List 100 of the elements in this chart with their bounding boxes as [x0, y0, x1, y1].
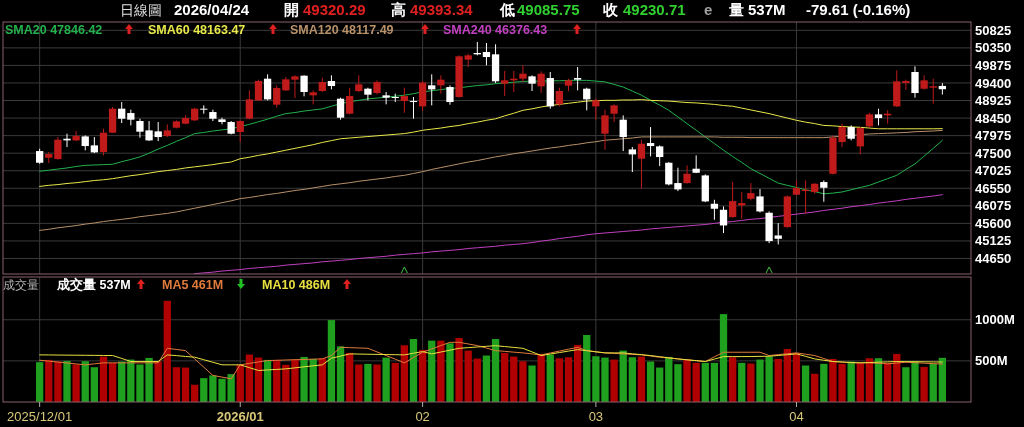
bar — [291, 359, 299, 402]
bar — [455, 338, 463, 402]
bar — [537, 353, 545, 402]
bar — [63, 360, 71, 402]
candlestick — [364, 87, 372, 101]
chart-title: 成交量 — [3, 278, 39, 292]
bar — [154, 361, 162, 402]
bar — [400, 345, 409, 402]
bar — [637, 356, 646, 402]
candlestick — [263, 73, 272, 101]
bar — [583, 334, 591, 402]
bar — [628, 357, 636, 402]
bar — [610, 359, 618, 402]
bar — [81, 361, 89, 402]
bar — [346, 352, 354, 402]
line-series — [39, 345, 943, 371]
candlestick — [400, 87, 409, 114]
text: 成交量 537M — [56, 277, 131, 292]
candlestick — [154, 121, 162, 142]
bar — [710, 362, 719, 402]
bar — [163, 300, 171, 402]
text: SMA20 47846.42 — [5, 23, 103, 37]
bar — [719, 314, 728, 402]
candlestick — [601, 109, 609, 151]
candlestick — [346, 87, 354, 115]
bar — [701, 362, 709, 402]
candlestick — [118, 101, 126, 124]
y-tick-label: 48450 — [975, 110, 1012, 126]
bar — [865, 358, 874, 402]
bar — [546, 354, 554, 402]
candlestick — [382, 91, 390, 105]
bar — [738, 362, 746, 402]
x-tick-label: 02 — [415, 409, 430, 424]
x-tick-label: 2025/12/01 — [7, 409, 73, 424]
bar — [327, 320, 336, 402]
candlestick — [501, 70, 509, 97]
bar — [336, 346, 345, 402]
text: -79.61 (-0.16%) — [806, 1, 911, 18]
y-tick-label: 50825 — [975, 22, 1012, 38]
candlestick — [646, 126, 655, 157]
bar — [792, 352, 801, 402]
bar — [811, 373, 819, 402]
candlestick — [674, 167, 682, 192]
text: 高 — [391, 1, 406, 18]
text: 49320.29 — [303, 1, 366, 18]
candlestick — [555, 87, 564, 107]
candlestick — [710, 199, 719, 221]
bar — [364, 363, 372, 402]
bar — [856, 363, 864, 402]
candlestick — [747, 182, 755, 201]
bar — [428, 340, 436, 402]
y-tick-label: 45125 — [975, 233, 1012, 249]
candlestick — [774, 222, 782, 245]
bar — [929, 363, 937, 402]
candlestick — [619, 114, 627, 152]
text: MA5 461M — [162, 278, 224, 292]
text: SMA240 46376.43 — [443, 23, 548, 37]
candlestick — [72, 130, 80, 142]
candlestick — [273, 84, 281, 109]
bar — [491, 339, 500, 402]
candlestick — [254, 79, 263, 102]
text: 開 — [284, 1, 299, 18]
text: MA10 486M — [262, 278, 331, 292]
text: 收 — [603, 1, 619, 18]
candlestick — [428, 73, 436, 106]
bar — [528, 365, 536, 402]
chart-title: 日線圖 — [120, 2, 162, 18]
text: 49230.71 — [623, 1, 686, 18]
bar — [573, 344, 582, 402]
bar — [519, 361, 527, 402]
y-tick-label: 44650 — [975, 251, 1012, 267]
bar — [920, 366, 928, 402]
bar — [683, 359, 691, 402]
candlestick — [446, 84, 454, 106]
bar — [501, 352, 509, 402]
candlestick — [856, 126, 864, 155]
bar — [355, 364, 363, 402]
bar — [200, 378, 208, 402]
text: 低 — [499, 1, 515, 18]
candlestick — [537, 70, 545, 94]
candlestick — [911, 65, 919, 99]
candlestick — [656, 144, 664, 167]
y-tick-label: 46075 — [975, 198, 1012, 214]
bar — [300, 356, 308, 402]
bar — [409, 339, 418, 402]
y-tick-label: 47975 — [975, 128, 1012, 144]
candlestick — [929, 78, 937, 105]
candlestick — [409, 96, 418, 120]
bar — [564, 357, 573, 402]
candlestick — [482, 42, 491, 66]
x-tick-label: 03 — [588, 409, 604, 424]
candlestick — [610, 103, 618, 123]
candlestick — [528, 74, 536, 92]
bar — [54, 361, 62, 402]
bar — [464, 350, 472, 402]
y-tick-label: 1000M — [975, 312, 1015, 328]
y-tick-label: 49400 — [975, 75, 1012, 91]
text: 2026/04/24 — [174, 1, 250, 18]
bar — [45, 359, 53, 402]
bar — [783, 348, 791, 402]
